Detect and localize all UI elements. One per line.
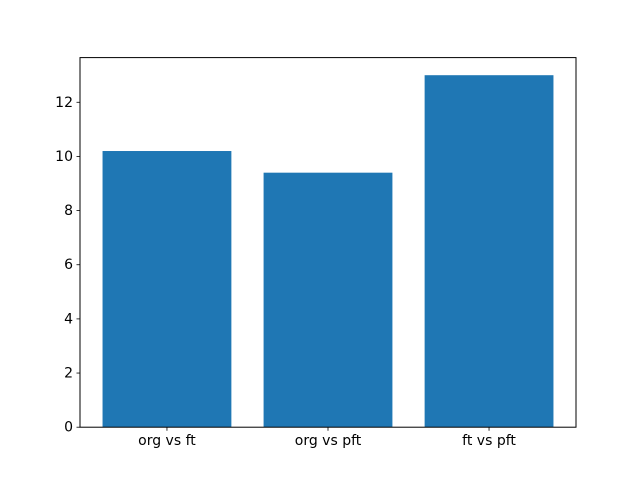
x-tick-label: ft vs pft: [462, 433, 516, 449]
y-tick-label: 12: [55, 95, 73, 111]
y-tick-label: 0: [64, 420, 73, 436]
bar-org-vs-pft: [263, 172, 393, 428]
bar-ft-vs-pft: [424, 75, 554, 428]
y-tick-label: 4: [64, 311, 73, 327]
x-tick-label: org vs ft: [138, 433, 196, 449]
y-tick-label: 2: [64, 366, 73, 382]
y-tick-label: 8: [64, 203, 73, 219]
bar-org-vs-ft: [102, 151, 232, 428]
y-tick-label: 10: [55, 149, 73, 165]
axes-spines: [79, 57, 577, 428]
x-tick-label: org vs pft: [295, 433, 362, 449]
y-tick-label: 6: [64, 257, 73, 273]
